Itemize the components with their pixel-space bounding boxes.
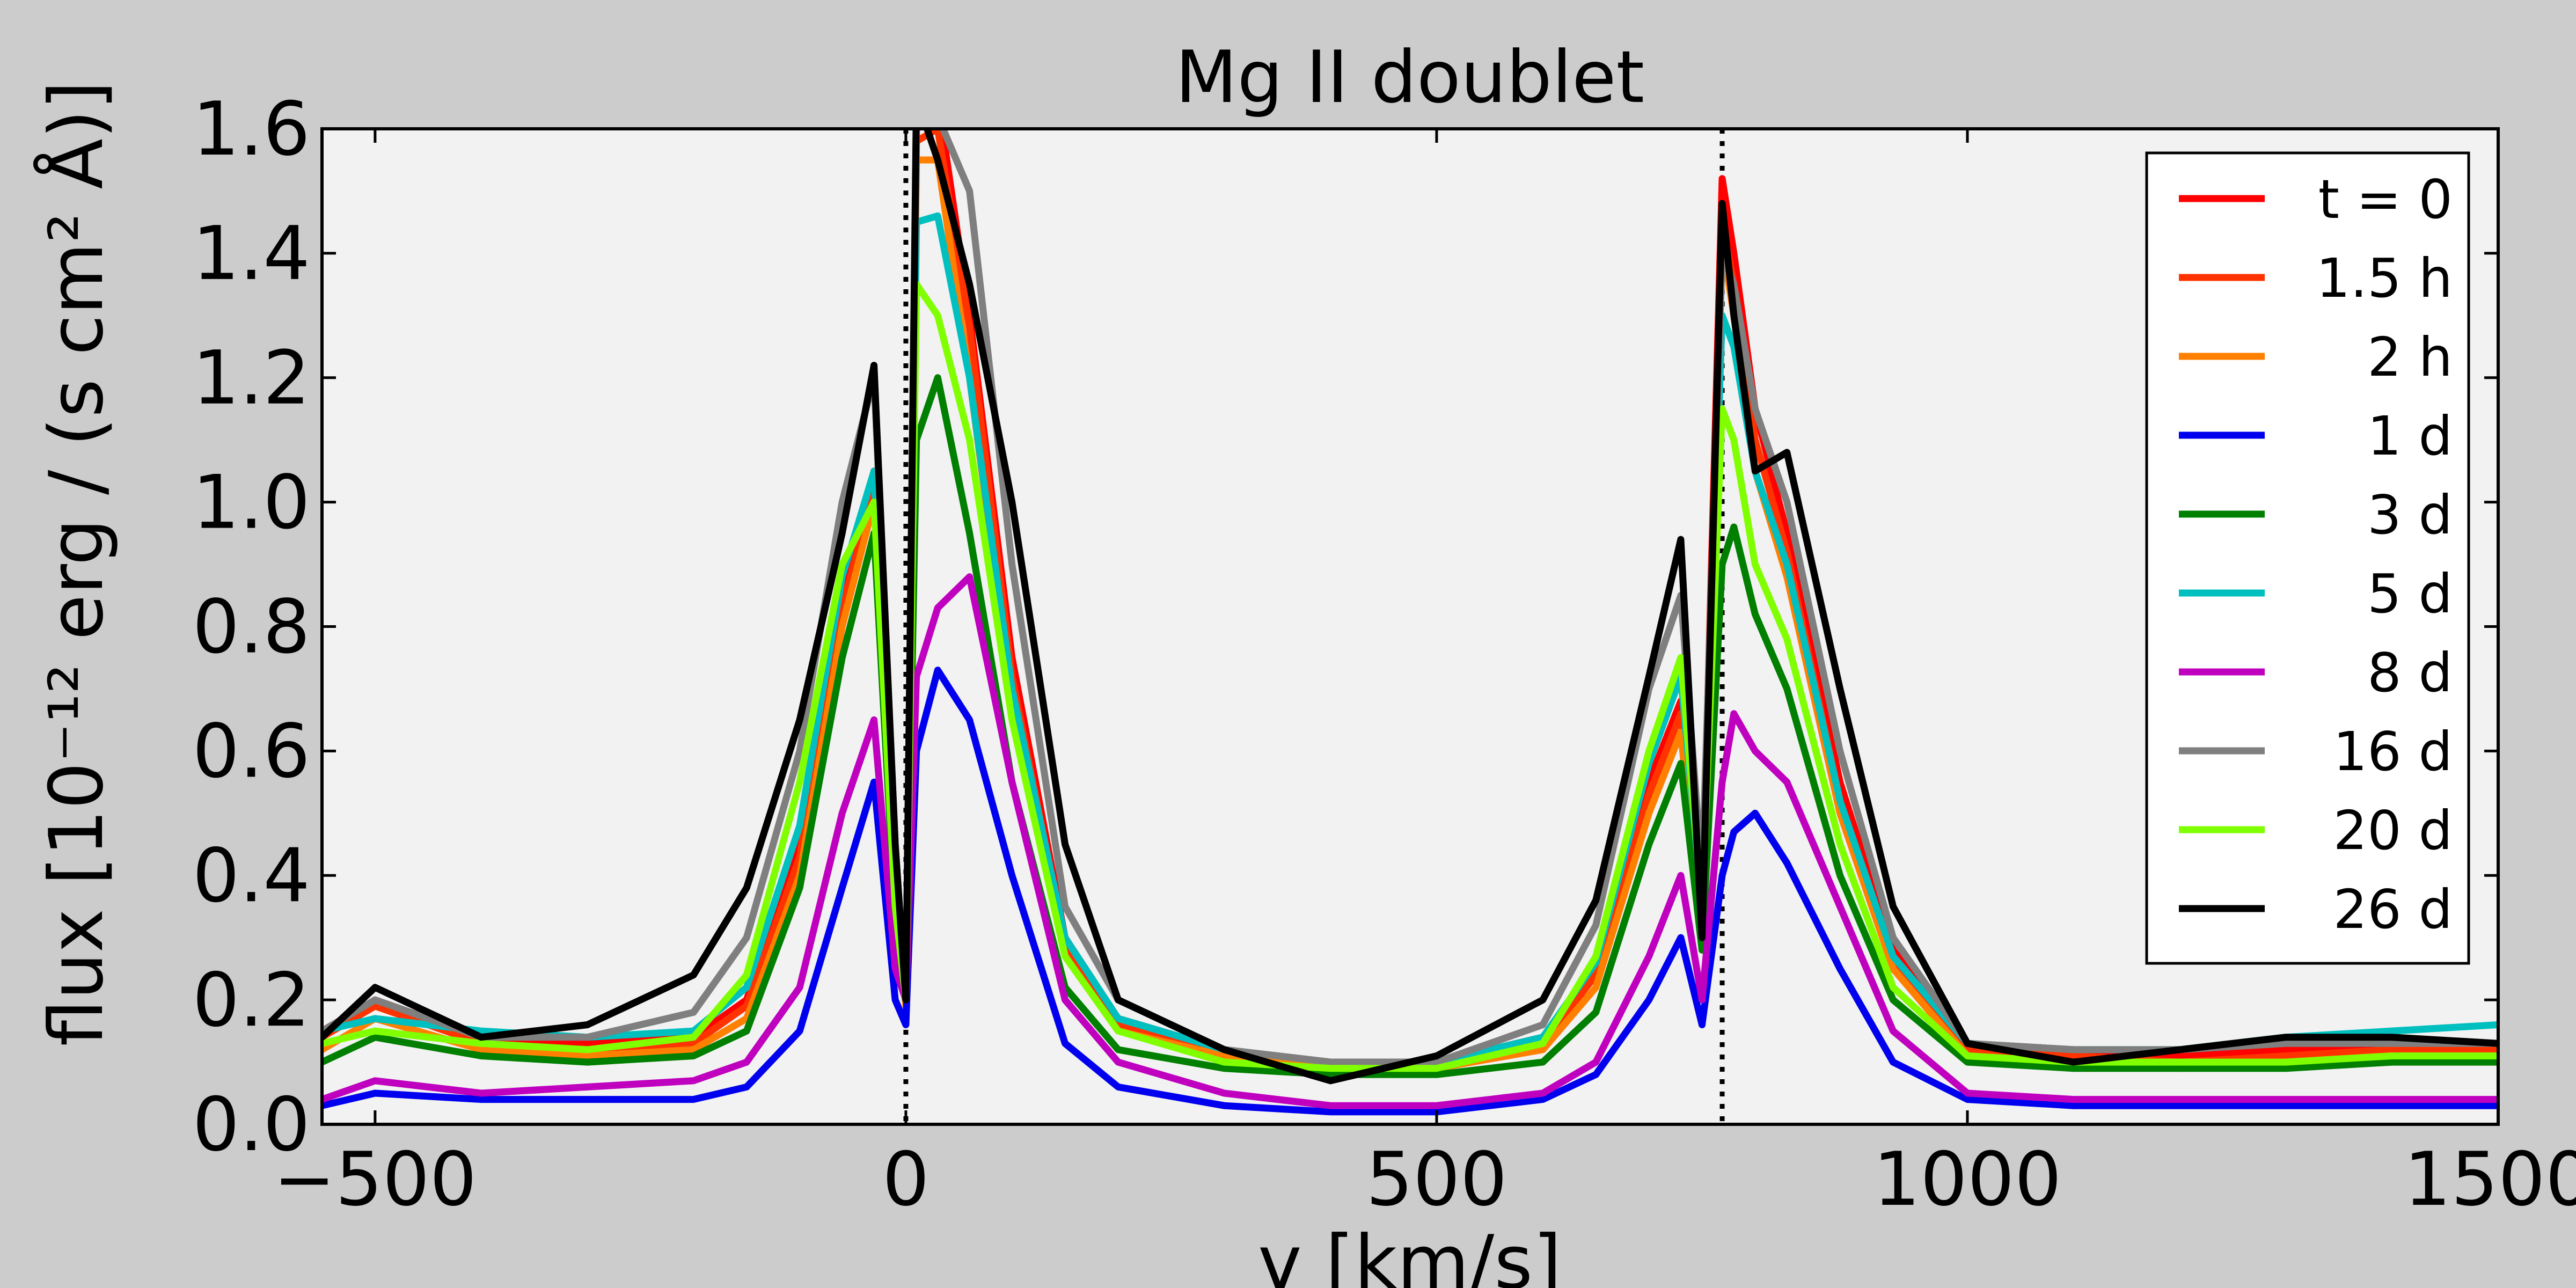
legend-label-7: 16 d xyxy=(2333,720,2453,783)
legend-label-5: 5 d xyxy=(2367,562,2453,625)
legend-label-3: 1 d xyxy=(2367,405,2453,467)
series-line-4 xyxy=(322,374,2498,1078)
x-tick-label: 1000 xyxy=(1873,1136,2061,1223)
y-tick-label: 0.6 xyxy=(193,708,310,794)
legend-label-6: 8 d xyxy=(2367,641,2453,704)
legend-label-2: 2 h xyxy=(2367,326,2453,389)
y-tick-label: 0.2 xyxy=(193,957,310,1043)
plot-area xyxy=(322,129,2498,1124)
x-tick-label: 500 xyxy=(1366,1136,1507,1223)
y-axis-label: flux [10⁻¹² erg / (s cm² Å)] xyxy=(33,81,120,1046)
x-tick-label: −500 xyxy=(273,1136,477,1223)
y-tick-label: 1.6 xyxy=(193,86,310,172)
legend-label-4: 3 d xyxy=(2367,484,2453,546)
series-line-6 xyxy=(322,573,2498,1109)
x-axis: −500 0 500 1000 1500 xyxy=(273,129,2576,1223)
legend-label-9: 26 d xyxy=(2333,878,2453,941)
series-line-9 xyxy=(322,129,2498,1085)
y-tick-label: 1.4 xyxy=(193,210,310,297)
y-tick-label: 1.2 xyxy=(193,335,310,421)
legend-label-1: 1.5 h xyxy=(2316,247,2453,310)
legend-label-8: 20 d xyxy=(2333,799,2453,862)
y-tick-label: 0.0 xyxy=(193,1081,310,1168)
x-axis-label: v [km/s] xyxy=(1258,1219,1562,1288)
x-tick-label: 0 xyxy=(882,1136,930,1223)
chart-title: Mg II doublet xyxy=(1175,35,1644,119)
series-line-8 xyxy=(322,281,2498,1072)
legend: t = 0 1.5 h 2 h 1 d 3 d 5 d 8 d 16 d 20 d 26 d xyxy=(2145,151,2470,965)
y-tick-label: 0.4 xyxy=(193,832,310,919)
y-axis: 0.0 0.2 0.4 0.6 0.8 1.0 1.2 1.4 1.6 xyxy=(193,86,2498,1168)
y-tick-label: 1.0 xyxy=(193,459,310,546)
x-tick-label: 1500 xyxy=(2404,1136,2576,1223)
series-line-3 xyxy=(322,667,2498,1116)
series-line-7 xyxy=(322,129,2498,1066)
y-tick-label: 0.8 xyxy=(193,584,310,670)
legend-label-0: t = 0 xyxy=(2318,168,2453,231)
series-group xyxy=(322,129,2498,1116)
